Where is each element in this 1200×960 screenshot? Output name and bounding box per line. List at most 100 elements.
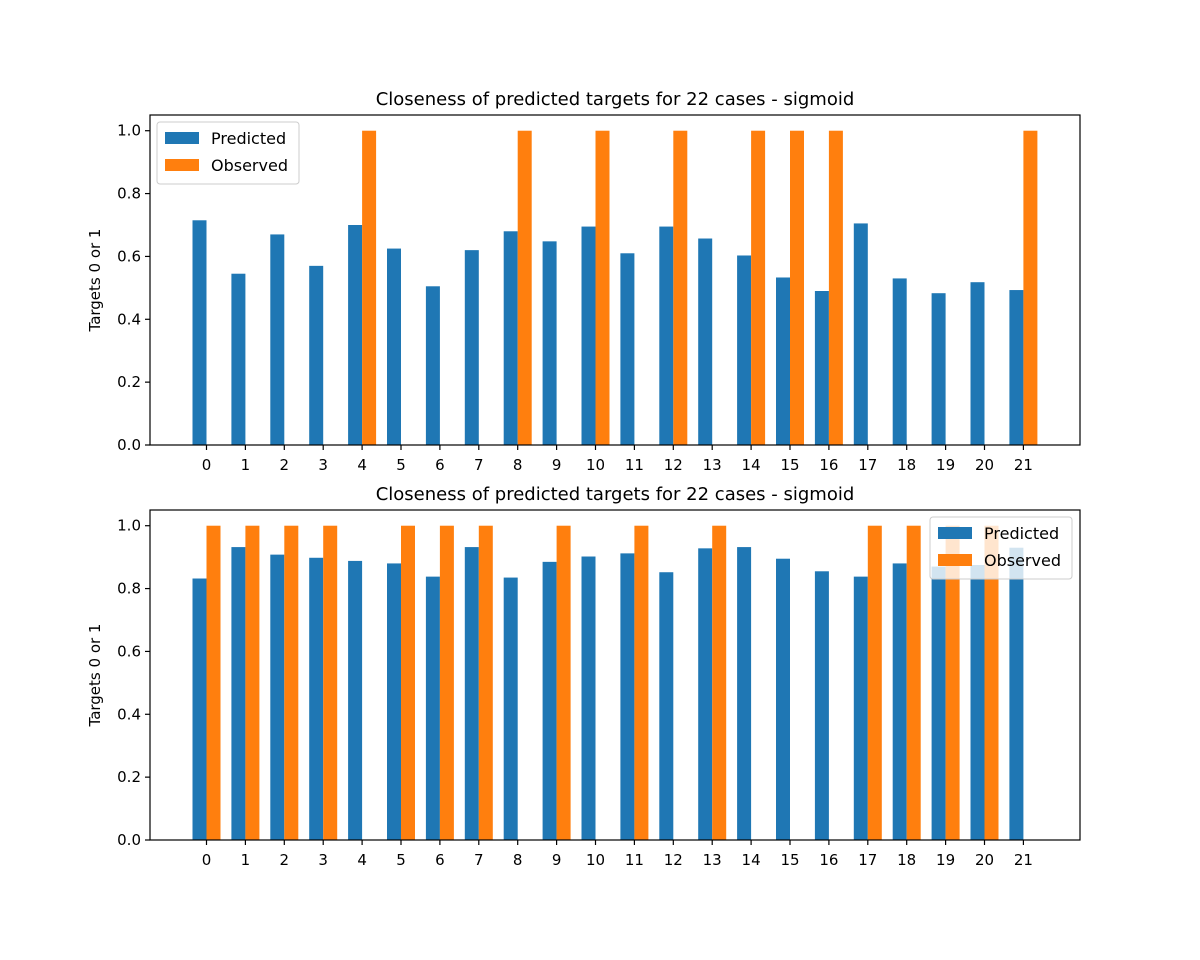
- bar-observed-7: [478, 525, 493, 840]
- bar-predicted-7: [464, 250, 479, 445]
- bar-predicted-0: [192, 578, 207, 840]
- bar-predicted-8: [503, 231, 518, 445]
- x-tick-label: 13: [703, 851, 722, 869]
- bar-predicted-18: [892, 278, 907, 445]
- bar-observed-6: [439, 525, 454, 840]
- x-tick-label: 7: [474, 851, 484, 869]
- x-tick-label: 21: [1014, 851, 1033, 869]
- x-tick-label: 3: [318, 851, 328, 869]
- legend-swatch-observed: [165, 159, 199, 171]
- x-tick-label: 7: [474, 456, 484, 474]
- bar-predicted-8: [503, 577, 518, 840]
- bar-observed-8: [517, 130, 532, 445]
- bar-observed-9: [556, 525, 571, 840]
- bar-predicted-13: [698, 548, 713, 840]
- chart-title: Closeness of predicted targets for 22 ca…: [376, 89, 855, 110]
- legend-swatch-predicted: [165, 132, 199, 144]
- bar-observed-18: [906, 525, 921, 840]
- x-tick-label: 4: [357, 851, 367, 869]
- x-tick-label: 1: [241, 851, 251, 869]
- bar-predicted-0: [192, 220, 207, 445]
- x-tick-label: 0: [202, 851, 212, 869]
- bar-observed-13: [712, 525, 727, 840]
- bar-predicted-2: [270, 234, 285, 445]
- bar-observed-12: [673, 130, 688, 445]
- bar-predicted-5: [387, 248, 401, 445]
- x-tick-label: 13: [703, 456, 722, 474]
- bar-predicted-9: [542, 561, 557, 840]
- x-tick-label: 4: [357, 456, 367, 474]
- bar-predicted-3: [309, 557, 324, 840]
- x-tick-label: 9: [552, 456, 562, 474]
- x-tick-label: 20: [975, 456, 994, 474]
- x-tick-label: 12: [664, 456, 683, 474]
- y-tick-label: 0.0: [117, 436, 141, 454]
- bar-predicted-12: [659, 572, 674, 840]
- y-tick-label: 0.2: [117, 373, 141, 391]
- x-tick-label: 1: [241, 456, 251, 474]
- bar-predicted-10: [581, 556, 596, 840]
- y-tick-label: 0.8: [117, 580, 141, 598]
- y-tick-label: 0.4: [117, 310, 141, 328]
- y-tick-label: 0.6: [117, 642, 141, 660]
- bar-observed-16: [828, 130, 843, 445]
- legend-label-observed: Observed: [984, 551, 1061, 570]
- bar-observed-17: [867, 525, 882, 840]
- x-tick-label: 0: [202, 456, 212, 474]
- bar-predicted-3: [309, 265, 324, 445]
- x-tick-label: 15: [780, 851, 799, 869]
- bar-predicted-19: [931, 566, 946, 840]
- x-tick-label: 2: [280, 456, 290, 474]
- x-tick-label: 19: [936, 851, 955, 869]
- bar-predicted-6: [425, 286, 440, 445]
- bars: [192, 130, 1038, 445]
- x-tick-label: 6: [435, 851, 445, 869]
- x-tick-label: 12: [664, 851, 683, 869]
- x-tick-label: 2: [280, 851, 290, 869]
- x-tick-label: 16: [819, 851, 838, 869]
- y-tick-label: 0.6: [117, 247, 141, 265]
- y-axis-label: Targets 0 or 1: [86, 624, 104, 728]
- bar-observed-20: [984, 525, 999, 840]
- bar-predicted-2: [270, 554, 285, 840]
- bar-predicted-1: [231, 273, 246, 445]
- bar-predicted-17: [853, 576, 868, 840]
- x-tick-label: 5: [396, 456, 406, 474]
- legend-swatch-predicted: [938, 527, 972, 539]
- bar-observed-3: [323, 525, 338, 840]
- x-tick-label: 16: [819, 456, 838, 474]
- legend-label-predicted: Predicted: [211, 129, 286, 148]
- plot-frame: [149, 509, 1081, 841]
- bar-observed-19: [945, 525, 960, 840]
- x-tick-label: 15: [780, 456, 799, 474]
- y-tick-label: 0.0: [117, 831, 141, 849]
- x-tick-label: 17: [858, 456, 877, 474]
- bar-observed-1: [245, 525, 260, 840]
- bar-predicted-7: [464, 547, 479, 840]
- bar-predicted-20: [970, 565, 985, 840]
- bar-observed-15: [790, 130, 804, 445]
- y-tick-label: 1.0: [117, 122, 141, 140]
- x-tick-label: 3: [318, 456, 328, 474]
- x-tick-label: 9: [552, 851, 562, 869]
- y-tick-label: 0.8: [117, 185, 141, 203]
- bar-predicted-16: [814, 571, 829, 840]
- bar-predicted-13: [698, 238, 713, 445]
- bar-predicted-15: [776, 558, 790, 840]
- bar-observed-4: [362, 130, 377, 445]
- y-tick-label: 1.0: [117, 517, 141, 535]
- plot-frame: [149, 114, 1081, 446]
- chart-panel-2: Closeness of predicted targets for 22 ca…: [86, 484, 1081, 869]
- bar-predicted-21: [1009, 290, 1024, 445]
- x-tick-label: 8: [513, 851, 523, 869]
- x-tick-label: 20: [975, 851, 994, 869]
- x-tick-label: 11: [625, 456, 644, 474]
- bar-predicted-18: [892, 563, 907, 840]
- chart-title: Closeness of predicted targets for 22 ca…: [376, 484, 855, 505]
- bar-predicted-9: [542, 241, 557, 445]
- x-tick-label: 19: [936, 456, 955, 474]
- bar-predicted-15: [776, 277, 790, 445]
- bar-predicted-14: [737, 255, 752, 445]
- bar-predicted-4: [348, 560, 363, 840]
